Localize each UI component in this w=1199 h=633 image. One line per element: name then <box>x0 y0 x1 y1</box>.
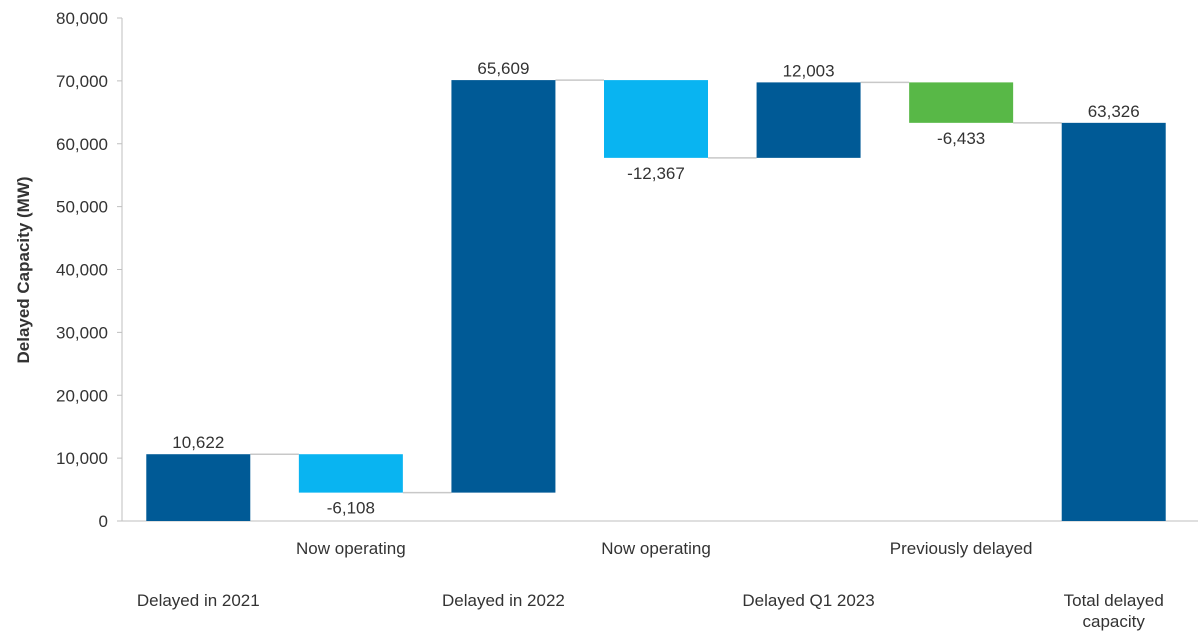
category-labels: Delayed in 2021 Now operating Delayed in 2… <box>137 539 1164 631</box>
y-tick-label: 80,000 <box>56 9 108 28</box>
data-label: 63,326 <box>1088 102 1140 121</box>
y-axis: 0 10,000 20,000 30,000 40,000 50,000 60,000 70,… <box>56 9 123 531</box>
x-category-label: Delayed Q1 2023 <box>742 591 874 610</box>
y-tick-label: 10,000 <box>56 449 108 468</box>
bar-decrease <box>298 454 403 493</box>
data-label: -12,367 <box>627 164 685 183</box>
data-label: -6,433 <box>937 129 985 148</box>
data-label: -6,108 <box>327 499 375 518</box>
x-category-label: Total delayed <box>1064 591 1164 610</box>
x-category-label: Delayed in 2022 <box>442 591 565 610</box>
x-category-label: Delayed in 2021 <box>137 591 260 610</box>
connector-lines <box>250 79 1062 494</box>
bar-total <box>1061 122 1166 522</box>
y-tick-label: 60,000 <box>56 135 108 154</box>
y-tick-label: 30,000 <box>56 323 108 342</box>
data-label: 65,609 <box>477 59 529 78</box>
bar-increase <box>146 454 251 521</box>
x-category-label: Now operating <box>296 539 406 558</box>
data-label: 10,622 <box>172 433 224 452</box>
bars <box>146 80 1166 522</box>
y-tick-label: 20,000 <box>56 386 108 405</box>
y-tick-label: 50,000 <box>56 198 108 217</box>
x-category-label: Now operating <box>601 539 711 558</box>
bar-increase <box>451 80 556 493</box>
x-category-label: capacity <box>1083 612 1146 631</box>
x-category-label: Previously delayed <box>890 539 1033 558</box>
y-tick-label: 40,000 <box>56 261 108 280</box>
data-labels: 10,622 -6,108 65,609 -12,367 12,003 -6,433 63,… <box>172 59 1139 518</box>
bar-decrease <box>604 80 708 158</box>
data-label: 12,003 <box>783 61 835 80</box>
y-tick-label: 70,000 <box>56 72 108 91</box>
bar-decrease <box>909 82 1014 123</box>
bar-increase <box>756 82 861 158</box>
y-axis-title: Delayed Capacity (MW) <box>14 176 33 363</box>
y-tick-label: 0 <box>99 512 108 531</box>
